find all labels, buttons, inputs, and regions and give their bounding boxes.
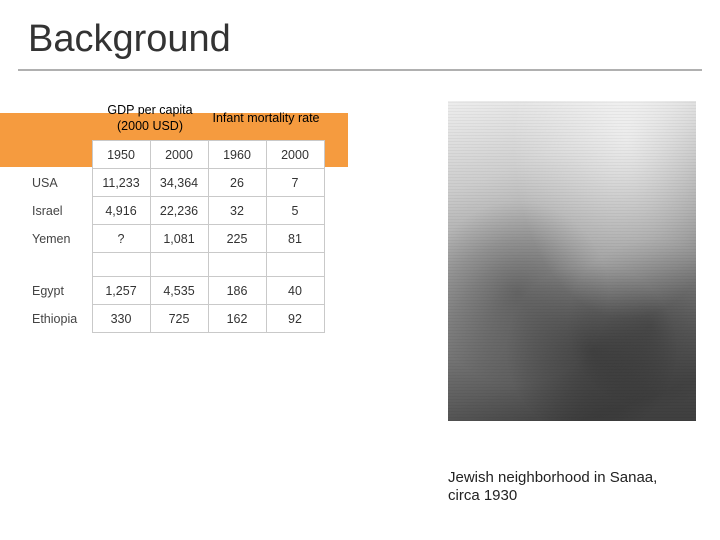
table-row-spacer (28, 253, 324, 277)
table-cell: 1,081 (150, 225, 208, 253)
table-row: Egypt 1,257 4,535 186 40 (28, 277, 324, 305)
table-cell: 1,257 (92, 277, 150, 305)
table-corner (28, 99, 92, 141)
table-cell: 81 (266, 225, 324, 253)
col-2000-mortality: 2000 (266, 141, 324, 169)
col-1960-mortality: 1960 (208, 141, 266, 169)
table-cell: 22,236 (150, 197, 208, 225)
table-cell: 186 (208, 277, 266, 305)
table-cell (208, 253, 266, 277)
row-label-usa: USA (28, 169, 92, 197)
page-title: Background (0, 0, 720, 69)
col-2000-gdp: 2000 (150, 141, 208, 169)
table-cell (92, 253, 150, 277)
photo-caption: Jewish neighborhood in Sanaa, circa 1930 (448, 469, 668, 507)
row-label-egypt: Egypt (28, 277, 92, 305)
gdp-mortality-table: GDP per capita (2000 USD) Infant mortali… (28, 99, 325, 333)
table-cell: 26 (208, 169, 266, 197)
table-cell: 162 (208, 305, 266, 333)
table-cell: ? (92, 225, 150, 253)
table-cell: 330 (92, 305, 150, 333)
group-header-mortality: Infant mortality rate (208, 99, 324, 141)
table-cell: 11,233 (92, 169, 150, 197)
table-cell: 4,916 (92, 197, 150, 225)
table-cell: 40 (266, 277, 324, 305)
row-label-israel: Israel (28, 197, 92, 225)
table-row: Ethiopia 330 725 162 92 (28, 305, 324, 333)
row-label-blank (28, 253, 92, 277)
group-header-gdp: GDP per capita (2000 USD) (92, 99, 208, 141)
table-cell (150, 253, 208, 277)
table-cell: 225 (208, 225, 266, 253)
table-cell: 32 (208, 197, 266, 225)
table-cell (266, 253, 324, 277)
table-cell: 34,364 (150, 169, 208, 197)
historical-photo (448, 101, 696, 421)
table-corner (28, 141, 92, 169)
row-label-ethiopia: Ethiopia (28, 305, 92, 333)
table-row: Yemen ? 1,081 225 81 (28, 225, 324, 253)
table-row: USA 11,233 34,364 26 7 (28, 169, 324, 197)
table-cell: 7 (266, 169, 324, 197)
table-cell: 5 (266, 197, 324, 225)
content-area: GDP per capita (2000 USD) Infant mortali… (0, 71, 720, 333)
row-label-yemen: Yemen (28, 225, 92, 253)
table-cell: 725 (150, 305, 208, 333)
col-1950-gdp: 1950 (92, 141, 150, 169)
table-cell: 92 (266, 305, 324, 333)
table-row: Israel 4,916 22,236 32 5 (28, 197, 324, 225)
table-cell: 4,535 (150, 277, 208, 305)
